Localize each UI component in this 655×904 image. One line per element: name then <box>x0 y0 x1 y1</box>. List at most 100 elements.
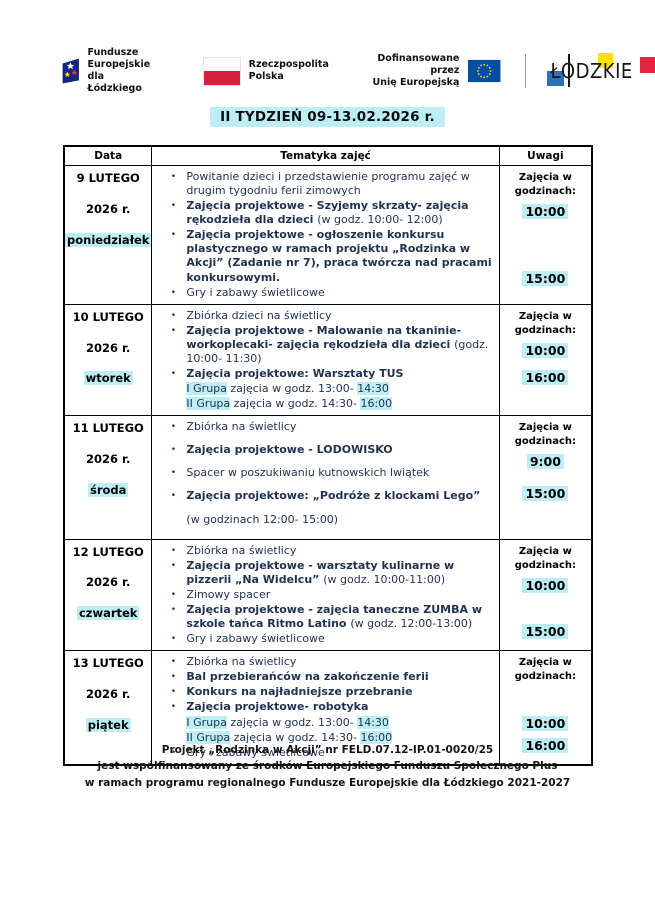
topic-item: • Gry i zabawy świetlicowe <box>160 286 492 300</box>
topic-item: • Zbiórka na świetlicy <box>160 544 492 558</box>
topic-segment: Zajęcia projektowe: „Podróże z klockami … <box>186 489 481 503</box>
date-cell: 9 LUTEGO 2026 r. poniedziałek <box>63 165 153 305</box>
topic-segment: Powitanie dzieci i przedstawienie progra… <box>186 170 470 198</box>
topic-text: Konkurs na najładniejsze przebranie <box>186 685 492 699</box>
eu-funding-block: Dofinansowane przez Unię Europejską <box>369 53 501 89</box>
topic-item: • Zajęcia projektowe - LODOWISKO <box>160 443 492 457</box>
footer: Projekt „Rodzinka w Akcji” nr FELD.07.12… <box>0 742 655 791</box>
topic-item: • Zajęcia projektowe- robotyka <box>160 700 492 714</box>
notes-cell: Zajęcia w godzinach: 9:00 15:00 <box>498 415 593 540</box>
session-time: 10:00 <box>522 342 569 358</box>
topic-segment: (w godzinach 12:00- 15:00) <box>186 512 339 526</box>
topic-item: • Zajęcia projektowe - Szyjemy skrzaty- z… <box>160 199 492 227</box>
topic-segment: Zajęcia projektowe- robotyka <box>186 700 369 714</box>
topic-segment: Gry i zabawy świetlicowe <box>186 745 325 759</box>
session-time: 16:00 <box>522 370 569 386</box>
topic-text: Zajęcia projektowe - LODOWISKO <box>186 443 492 457</box>
topic-segment: zajęcia w godz. 13:00- <box>226 715 358 729</box>
topic-segment: I Grupa <box>186 382 227 396</box>
topic-segment: zajęcia w godz. 14:30- <box>230 397 361 411</box>
topic-text: Gry i zabawy świetlicowe <box>186 632 492 646</box>
date-line-text: 11 LUTEGO <box>72 421 144 436</box>
lodzkie-red-square <box>640 57 655 73</box>
table-row: 12 LUTEGO 2026 r. czwartek • Zbiórka na świe… <box>63 538 593 652</box>
date-cell: 12 LUTEGO 2026 r. czwartek <box>63 538 153 652</box>
bullet-icon: • <box>170 468 177 479</box>
topic-text: Zajęcia projektowe - zajęcia taneczne ZU… <box>186 603 492 631</box>
bullet-icon: • <box>170 491 177 502</box>
notes-label: Zajęcia w godzinach: <box>514 310 577 336</box>
topic-segment: Zajęcia projektowe: Warsztaty TUS <box>186 367 404 381</box>
eu-funds-flag-icon <box>62 58 79 84</box>
topic-item: • Zbiórka na świetlicy <box>160 655 492 669</box>
session-time: 10:00 <box>522 577 569 593</box>
session-time: 9:00 <box>526 454 564 470</box>
schedule-table: Data Tematyka zajęć Uwagi 9 LUTEGO 2026 r… <box>63 145 593 766</box>
topic-item: • Zajęcia projektowe - warsztaty kulinarn… <box>160 559 492 587</box>
bullet-icon: • <box>170 604 177 615</box>
notes-cell: Zajęcia w godzinach: 10:00 15:00 <box>498 165 593 305</box>
date-line-text: 2026 r. <box>85 686 131 701</box>
day-name: piątek <box>65 717 151 733</box>
topic-subline: I Grupa zajęcia w godz. 13:00- 14:30 <box>160 382 492 396</box>
date-line-text: 9 LUTEGO <box>76 171 140 185</box>
topic-text: Zajęcia projektowe - warsztaty kulinarne… <box>186 559 492 587</box>
date-line-text: 2026 r. <box>85 575 131 590</box>
topic-text: Gry i zabawy świetlicowe <box>186 746 492 760</box>
topics-cell: • Zbiórka na świetlicy • Bal przebierańców … <box>151 650 500 766</box>
topic-segment: zajęcia w godz. 14:30- <box>230 730 361 744</box>
date-line-text: 10 LUTEGO <box>72 309 144 324</box>
date-line-text: poniedziałek <box>65 232 152 247</box>
footer-line-3: w ramach programu regionalnego Fundusze … <box>84 776 571 789</box>
date-line-text: 2026 r. <box>85 340 131 355</box>
bullet-icon: • <box>170 172 177 182</box>
eu-flag-icon <box>468 59 501 83</box>
page-title: II TYDZIEŃ 09-13.02.2026 r. <box>210 107 445 127</box>
topic-segment: Zbiórka na świetlicy <box>186 420 297 434</box>
notes-inner: Zajęcia w godzinach: 9:00 15:00 <box>503 421 588 532</box>
topic-text: II Grupa zajęcia w godz. 14:30- 16:00 <box>186 397 492 411</box>
bullet-icon: • <box>170 747 177 758</box>
topic-text: I Grupa zajęcia w godz. 13:00- 14:30 <box>186 715 492 730</box>
date-cell: 10 LUTEGO 2026 r. wtorek <box>63 303 153 417</box>
topic-text: Bal przebierańców na zakończenie ferii <box>186 670 492 684</box>
day-name: wtorek <box>65 371 151 386</box>
bullet-icon: • <box>170 545 177 556</box>
topic-subline: I Grupa zajęcia w godz. 13:00- 14:30 <box>160 715 492 730</box>
table-row: 9 LUTEGO 2026 r. poniedziałek • Powitanie dz… <box>63 165 593 305</box>
topic-subline: II Grupa zajęcia w godz. 14:30- 16:00 <box>160 730 492 745</box>
topic-text: Spacer w poszukiwaniu kutnowskich lwiąte… <box>186 466 492 480</box>
date-text: 11 LUTEGO <box>65 421 151 436</box>
topic-text: Zbiórka na świetlicy <box>186 420 492 434</box>
bullet-icon: • <box>170 634 177 645</box>
session-time: 15:00 <box>522 270 569 286</box>
bullet-icon: • <box>170 287 177 298</box>
date-line-text: 2026 r. <box>85 452 131 467</box>
topic-item: • Zbiórka dzieci na świetlicy <box>160 309 492 323</box>
topic-segment: 14:30 <box>357 715 389 729</box>
bullet-spacer <box>160 513 186 527</box>
topic-item: • Zajęcia projektowe - ogłoszenie konkurs… <box>160 228 492 284</box>
topics-cell: • Zbiórka na świetlicy • Zajęcia projektowe… <box>151 538 500 652</box>
notes-cell: Zajęcia w godzinach: 10:00 15:00 <box>498 538 593 652</box>
topic-item: • Zimowy spacer <box>160 588 492 602</box>
topic-item: • Zajęcia projektowe - Malowanie na tkani… <box>160 324 492 366</box>
date-line-text: czwartek <box>76 606 140 621</box>
topic-segment: (w godz. 10:00- 12:00) <box>317 213 443 227</box>
topic-text: Zbiórka na świetlicy <box>186 655 492 669</box>
topic-segment: Zimowy spacer <box>186 587 271 601</box>
table-row: 13 LUTEGO 2026 r. piątek • Zbiórka na świetl… <box>63 650 593 766</box>
date-text: 2026 r. <box>65 202 151 217</box>
topic-segment: Zajęcia projektowe - ogłoszenie konkursu… <box>186 228 492 284</box>
topics-cell: • Powitanie dzieci i przedstawienie progr… <box>151 165 500 305</box>
topic-subline: (w godzinach 12:00- 15:00) <box>160 513 492 527</box>
date-cell: 13 LUTEGO 2026 r. piątek <box>63 650 153 766</box>
header-row: Data Tematyka zajęć Uwagi <box>63 145 593 166</box>
topic-segment: 16:00 <box>360 397 393 411</box>
logo-strip: Fundusze Europejskie dla Łódzkiego Rzecz… <box>62 44 655 98</box>
date-text: 2026 r. <box>65 340 151 356</box>
topic-text: Zajęcia projektowe: Warsztaty TUS <box>186 367 492 381</box>
notes-cell: Zajęcia w godzinach: 10:00 16:00 <box>498 650 593 766</box>
date-cell: 11 LUTEGO 2026 r. środa <box>63 415 153 540</box>
